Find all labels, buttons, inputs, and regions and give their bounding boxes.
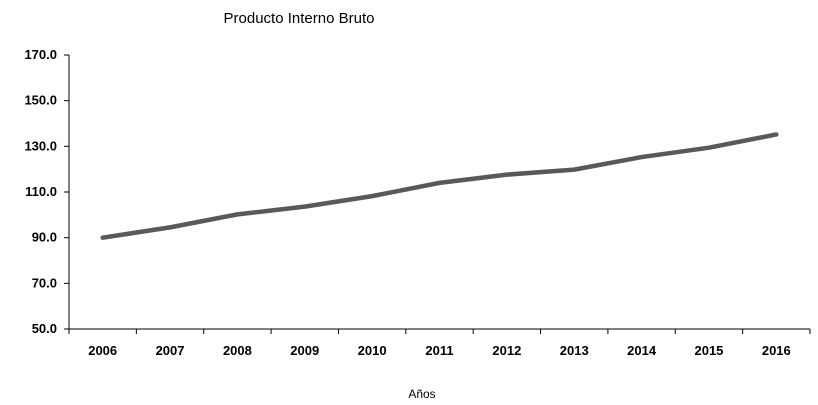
x-tick-label: 2013 <box>560 343 589 358</box>
y-axis: 50.0 70.0 90.0 110.0 130.0 150.0 170.0 <box>24 47 70 336</box>
data-point <box>505 173 509 177</box>
x-tick-label: 2016 <box>762 343 791 358</box>
data-point <box>640 155 644 159</box>
y-tick-label: 170.0 <box>24 47 57 62</box>
x-tick-label: 2012 <box>492 343 521 358</box>
data-point <box>101 236 105 240</box>
data-point <box>168 225 172 229</box>
x-axis: 2006 2007 2008 2009 2010 2011 2012 2013 2014 2015… <box>68 328 811 358</box>
y-tick-label: 90.0 <box>32 230 57 245</box>
x-tick-label: 2006 <box>88 343 117 358</box>
chart-title: Producto Interno Bruto <box>224 10 375 27</box>
data-point <box>303 205 307 209</box>
x-tick-label: 2007 <box>156 343 185 358</box>
series-line <box>100 132 779 240</box>
x-tick-label: 2008 <box>223 343 252 358</box>
data-point <box>235 212 239 216</box>
x-tick-label: 2014 <box>627 343 657 358</box>
x-tick-label: 2011 <box>425 343 453 358</box>
data-point <box>370 194 374 198</box>
y-tick-label: 130.0 <box>24 138 57 153</box>
y-tick-label: 110.0 <box>25 184 57 199</box>
y-tick-label: 50.0 <box>32 321 57 336</box>
data-point <box>438 181 441 185</box>
y-tick-label: 150.0 <box>24 93 57 108</box>
x-tick-label: 2010 <box>358 343 387 358</box>
data-point <box>707 146 711 150</box>
data-point <box>572 168 576 172</box>
data-point <box>774 132 778 136</box>
x-tick-label: 2009 <box>290 343 319 358</box>
series-layer <box>100 132 779 240</box>
x-tick-label: 2015 <box>694 343 723 358</box>
y-tick-label: 70.0 <box>32 275 57 290</box>
x-axis-label: Años <box>408 387 435 401</box>
